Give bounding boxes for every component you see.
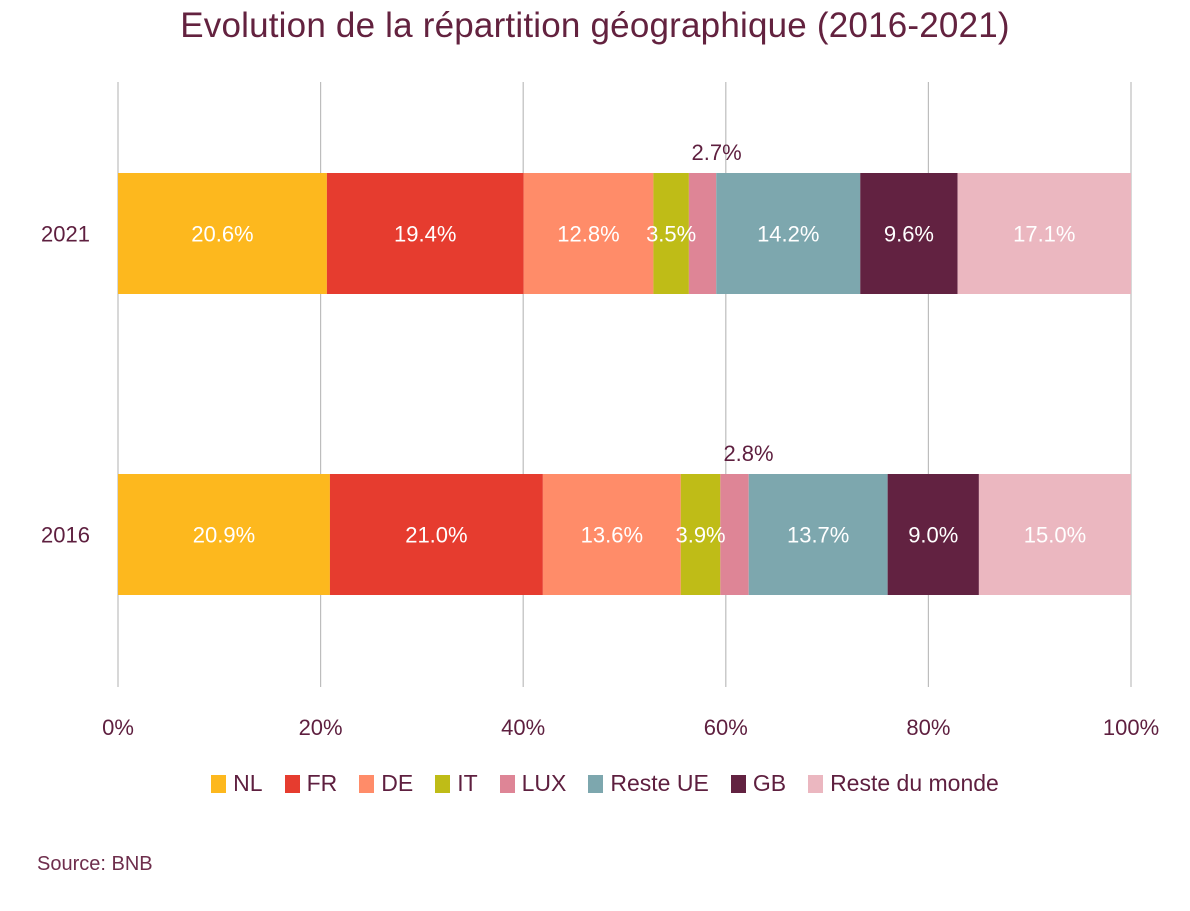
data-label: 13.6% <box>581 523 643 548</box>
legend-swatch <box>499 774 515 793</box>
data-label: 2.8% <box>723 441 773 466</box>
bar-segment <box>680 474 721 595</box>
legend: NL FR DE IT LUX Reste UE GB Reste du monde <box>0 770 1190 797</box>
data-label: 13.7% <box>787 523 849 548</box>
bar-segment <box>887 474 979 595</box>
bar-segment <box>688 173 717 294</box>
legend-swatch <box>359 774 375 793</box>
data-label: 9.6% <box>884 222 934 247</box>
legend-item: GB <box>730 770 787 797</box>
bar-segment <box>542 474 681 595</box>
x-tick-label: 40% <box>501 715 545 740</box>
legend-item: Reste du monde <box>808 770 999 797</box>
legend-swatch <box>730 774 746 793</box>
legend-label: FR <box>306 770 338 796</box>
legend-swatch <box>211 774 227 793</box>
legend-label: Reste du monde <box>830 770 999 796</box>
data-label: 20.6% <box>191 222 253 247</box>
x-tick-label: 100% <box>1103 715 1159 740</box>
data-label: 17.1% <box>1013 222 1075 247</box>
data-label: 3.9% <box>675 523 725 548</box>
legend-item: FR <box>284 770 338 797</box>
x-tick-label: 0% <box>102 715 134 740</box>
legend-item: NL <box>211 770 263 797</box>
legend-label: Reste UE <box>610 770 709 796</box>
data-label: 9.0% <box>908 523 958 548</box>
data-label: 14.2% <box>757 222 819 247</box>
data-label: 15.0% <box>1024 523 1086 548</box>
legend-item: Reste UE <box>588 770 709 797</box>
legend-label: DE <box>381 770 414 796</box>
legend-label: NL <box>233 770 263 796</box>
bar-segment <box>118 173 327 294</box>
y-category-label: 2021 <box>41 222 90 247</box>
y-category-label: 2016 <box>41 523 90 548</box>
x-tick-label: 80% <box>906 715 950 740</box>
data-label: 21.0% <box>405 523 467 548</box>
axes: 0% 20% 40% 60% 80% 100% 2021 2016 <box>41 222 1159 741</box>
bar-segment <box>329 474 543 595</box>
data-label: 19.4% <box>394 222 456 247</box>
bar-segment <box>720 474 749 595</box>
bars <box>118 173 1131 595</box>
bar-segment <box>748 474 888 595</box>
x-tick-label: 20% <box>299 715 343 740</box>
chart-title: Evolution de la répartition géographique… <box>180 6 1010 45</box>
bar-segment <box>118 474 330 595</box>
data-label: 3.5% <box>646 222 696 247</box>
legend-item: IT <box>435 770 478 797</box>
legend-label: LUX <box>521 770 567 796</box>
legend-item: DE <box>359 770 413 797</box>
legend-swatch <box>808 774 824 793</box>
bar-segment <box>326 173 524 294</box>
bar-segment <box>716 173 861 294</box>
source-note: Source: BNB <box>37 853 153 875</box>
data-label: 12.8% <box>557 222 619 247</box>
bar-segment <box>860 173 958 294</box>
bar-segment <box>978 474 1131 595</box>
data-label: 20.9% <box>193 523 255 548</box>
data-labels: 20.6% 19.4% 12.8% 3.5% 2.7% 14.2% 9.6% 17.1% 20.… <box>191 140 1086 548</box>
bar-segment <box>523 173 654 294</box>
legend-item: LUX <box>499 770 567 797</box>
gridlines <box>117 82 1132 687</box>
legend-swatch <box>588 774 604 793</box>
legend-label: IT <box>457 770 478 796</box>
data-label: 2.7% <box>692 140 742 165</box>
bar-segment <box>653 173 689 294</box>
bar-segment <box>957 173 1131 294</box>
legend-swatch <box>284 774 300 793</box>
x-tick-label: 60% <box>704 715 748 740</box>
legend-label: GB <box>752 770 787 796</box>
legend-swatch <box>435 774 451 793</box>
